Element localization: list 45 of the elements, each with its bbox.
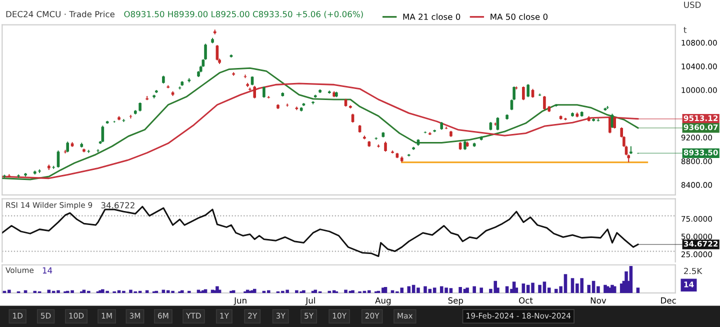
- bar: [466, 288, 469, 293]
- bar: [295, 290, 298, 293]
- bar: [302, 290, 306, 293]
- bar: [218, 290, 222, 293]
- text: t: [684, 27, 687, 33]
- bar: [432, 288, 436, 293]
- legend-label: MA 21 close 0: [403, 13, 460, 20]
- x-tick-label: Nov: [590, 297, 606, 304]
- candlestick: [66, 141, 70, 153]
- bar: [204, 289, 208, 293]
- bar: [47, 290, 51, 293]
- bar: [612, 286, 616, 293]
- bar: [522, 284, 526, 293]
- bar: [314, 290, 318, 293]
- x-tick-label: Oct: [519, 297, 533, 304]
- bar: [407, 286, 411, 293]
- bar: [252, 288, 256, 293]
- bar: [344, 290, 348, 293]
- x-tick-label: Dec: [661, 297, 676, 304]
- legend-label: MA 50 close 0: [490, 13, 548, 20]
- bar: [180, 290, 184, 293]
- bar: [384, 287, 388, 293]
- bar: [636, 288, 640, 293]
- bar: [458, 287, 462, 293]
- candlestick: [262, 86, 266, 98]
- candlestick: [216, 44, 219, 61]
- text: O8931.50 H8939.00 L8925.00 C8933.50 +5.06 (+0.06%): [124, 10, 363, 18]
- x-tick-label: Aug: [375, 297, 391, 306]
- bar: [472, 286, 476, 293]
- text: USD: [684, 2, 701, 8]
- bar: [587, 284, 591, 293]
- candlestick: [522, 86, 525, 101]
- x-tick-label: Jun: [234, 297, 246, 306]
- candlestick: [526, 84, 530, 98]
- bar: [480, 288, 483, 293]
- annotation: 14: [42, 267, 52, 274]
- text: 2.5K: [684, 268, 702, 274]
- x-tick-label: Sep: [448, 297, 464, 306]
- bar: [351, 290, 354, 293]
- bar: [505, 286, 509, 293]
- chart-title: DEC24 CMCU · Trade Price: [6, 10, 114, 18]
- candlestick: [384, 141, 387, 152]
- candlestick: [56, 150, 60, 168]
- x-tick-label: Jul: [305, 297, 315, 306]
- annotation: 34.6722: [101, 202, 134, 208]
